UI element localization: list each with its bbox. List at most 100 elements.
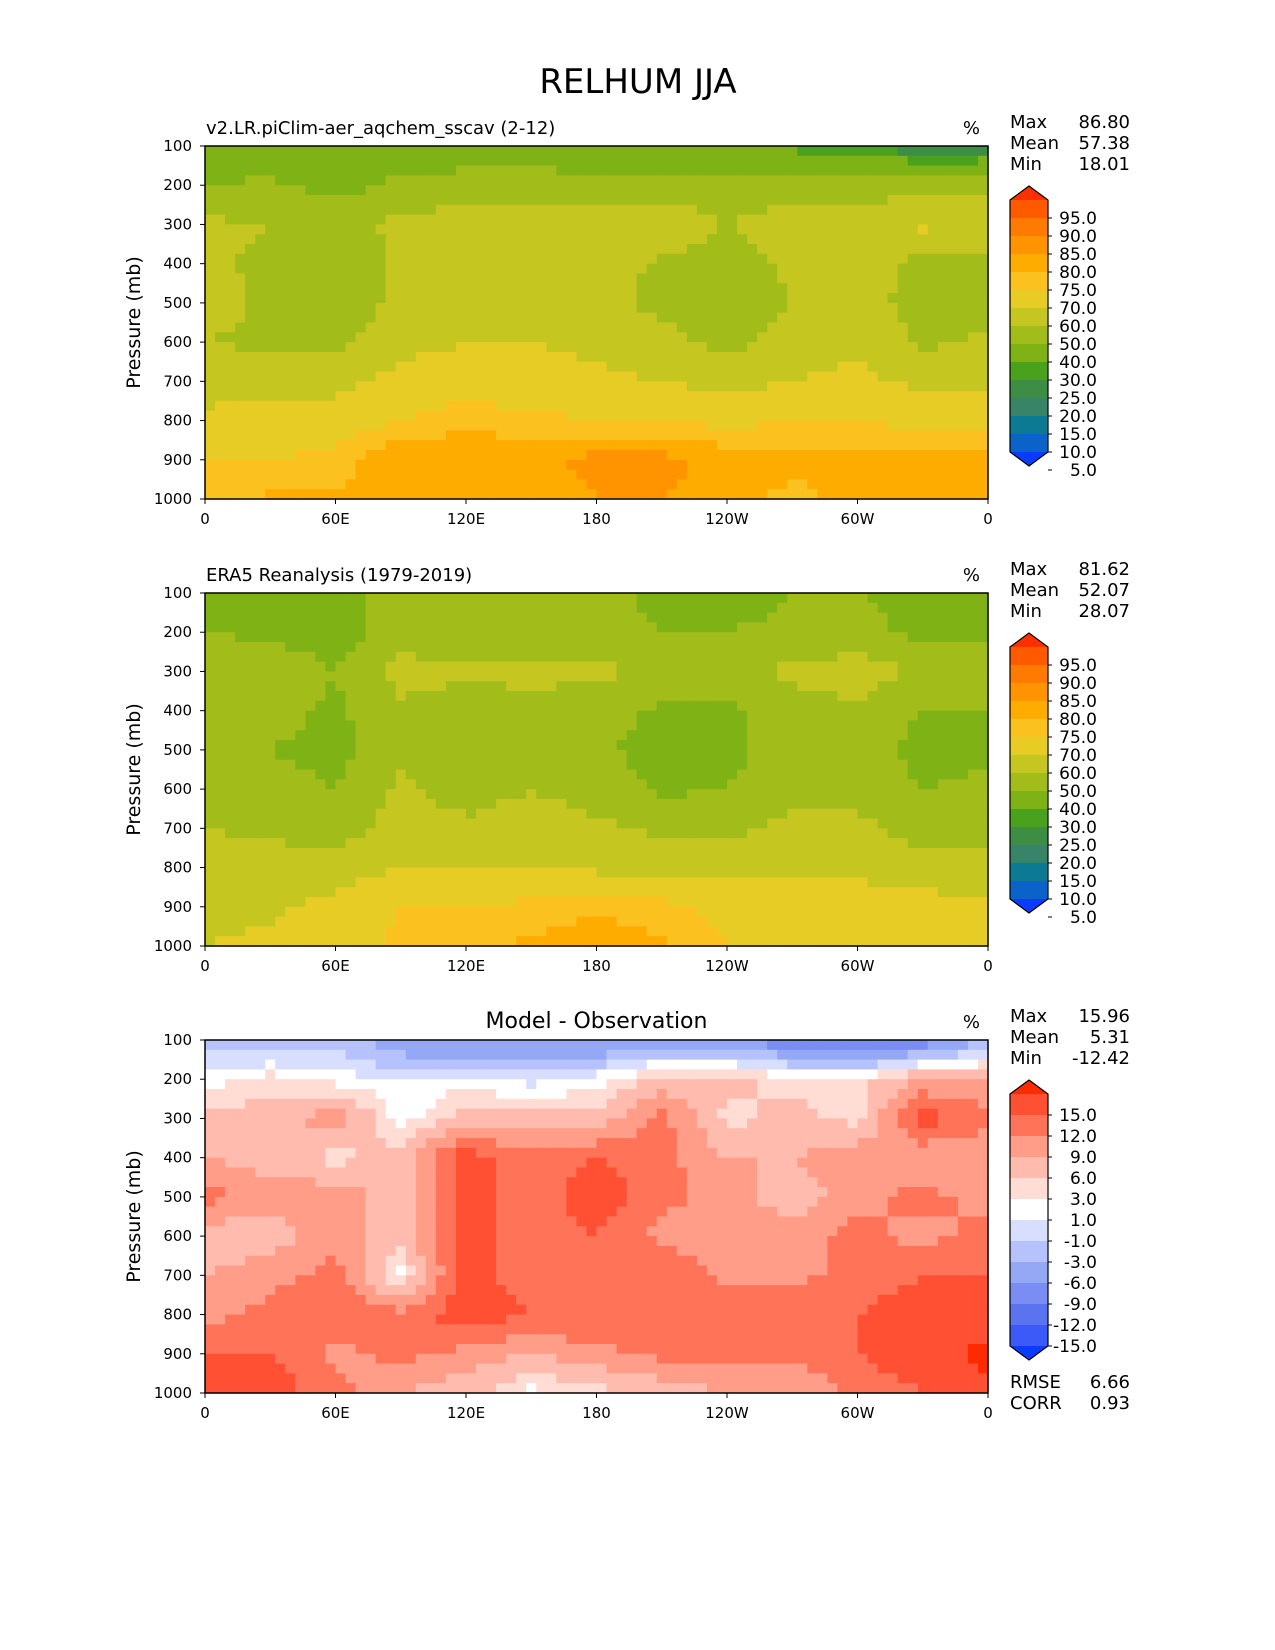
heatmap-cell bbox=[917, 632, 929, 643]
heatmap-cell bbox=[345, 710, 357, 722]
heatmap-cell bbox=[957, 651, 969, 663]
heatmap-cell bbox=[947, 671, 959, 682]
heatmap-cell bbox=[897, 440, 909, 451]
heatmap-cell bbox=[626, 185, 638, 196]
heatmap-cell bbox=[445, 195, 457, 206]
heatmap-cell bbox=[536, 244, 547, 255]
heatmap-cell bbox=[696, 371, 708, 382]
heatmap-cell bbox=[235, 371, 246, 382]
heatmap-cell bbox=[335, 489, 347, 500]
heatmap-cell bbox=[937, 459, 949, 471]
heatmap-cell bbox=[415, 253, 427, 265]
heatmap-cell bbox=[496, 312, 507, 324]
heatmap-cell bbox=[255, 371, 266, 382]
heatmap-cell bbox=[927, 332, 939, 343]
heatmap-cell bbox=[506, 283, 517, 294]
heatmap-cell bbox=[245, 661, 256, 673]
heatmap-cell bbox=[556, 681, 567, 692]
heatmap-cell bbox=[506, 165, 517, 177]
heatmap-cell bbox=[867, 798, 879, 810]
heatmap-cell bbox=[445, 204, 457, 216]
heatmap-cell bbox=[656, 661, 668, 673]
heatmap-cell bbox=[466, 459, 477, 471]
heatmap-cell bbox=[696, 602, 708, 614]
heatmap-cell bbox=[405, 371, 417, 382]
heatmap-cell bbox=[405, 642, 417, 653]
heatmap-cell bbox=[696, 430, 708, 441]
heatmap-cell bbox=[405, 244, 417, 255]
heatmap-cell bbox=[817, 410, 828, 422]
heatmap-cell bbox=[395, 283, 407, 294]
heatmap-cell bbox=[225, 622, 236, 633]
heatmap-cell bbox=[696, 244, 708, 255]
heatmap-cell bbox=[817, 175, 828, 186]
heatmap-cell bbox=[927, 593, 939, 604]
heatmap-cell bbox=[566, 400, 578, 412]
heatmap-cell bbox=[345, 244, 357, 255]
heatmap-cell bbox=[275, 808, 286, 820]
heatmap-cell bbox=[265, 622, 276, 633]
heatmap-cell bbox=[235, 710, 246, 722]
heatmap-cell bbox=[365, 671, 377, 682]
heatmap-cell bbox=[937, 661, 949, 673]
heatmap-cell bbox=[847, 632, 859, 643]
heatmap-cell bbox=[526, 700, 537, 712]
heatmap-cell bbox=[837, 651, 849, 663]
heatmap-cell bbox=[757, 322, 768, 333]
heatmap-cell bbox=[315, 700, 327, 712]
heatmap-cell bbox=[847, 798, 859, 810]
heatmap-cell bbox=[265, 818, 276, 829]
heatmap-cell bbox=[586, 759, 598, 771]
heatmap-cell bbox=[656, 798, 668, 810]
heatmap-cell bbox=[315, 730, 327, 741]
heatmap-cell bbox=[957, 489, 969, 500]
heatmap-cell bbox=[907, 342, 919, 353]
heatmap-cell bbox=[415, 371, 427, 382]
heatmap-cell bbox=[706, 818, 718, 829]
heatmap-cell bbox=[305, 691, 317, 702]
heatmap-cell bbox=[626, 622, 638, 633]
heatmap-cell bbox=[255, 146, 266, 157]
heatmap-cell bbox=[566, 214, 578, 226]
heatmap-cell bbox=[325, 204, 337, 216]
heatmap-cell bbox=[355, 710, 367, 722]
heatmap-cell bbox=[666, 593, 678, 604]
heatmap-cell bbox=[727, 204, 738, 216]
heatmap-cell bbox=[536, 632, 547, 643]
heatmap-cell bbox=[255, 400, 266, 412]
heatmap-cell bbox=[947, 469, 959, 480]
colorbar-label: 80.0 bbox=[1059, 263, 1097, 283]
heatmap-cell bbox=[817, 185, 828, 196]
heatmap-cell bbox=[496, 332, 507, 343]
heatmap-cell bbox=[335, 661, 347, 673]
heatmap-cell bbox=[375, 681, 387, 692]
heatmap-cell bbox=[767, 720, 778, 731]
heatmap-cell bbox=[827, 671, 839, 682]
heatmap-cell bbox=[957, 214, 969, 226]
heatmap-cell bbox=[807, 175, 818, 186]
heatmap-cell bbox=[325, 165, 337, 177]
heatmap-cell bbox=[466, 489, 477, 500]
heatmap-cell bbox=[867, 489, 879, 500]
heatmap-cell bbox=[646, 293, 658, 304]
heatmap-cell bbox=[466, 391, 477, 402]
heatmap-cell bbox=[787, 302, 798, 314]
heatmap-cell bbox=[727, 769, 738, 780]
heatmap-cell bbox=[265, 253, 276, 265]
heatmap-cell bbox=[857, 651, 869, 663]
heatmap-cell bbox=[265, 263, 276, 275]
heatmap-cell bbox=[867, 691, 879, 702]
heatmap-cell bbox=[696, 381, 708, 392]
heatmap-cell bbox=[847, 195, 859, 206]
heatmap-cell bbox=[907, 263, 919, 275]
heatmap-cell bbox=[656, 244, 668, 255]
heatmap-cell bbox=[596, 798, 608, 810]
heatmap-cell bbox=[425, 469, 437, 480]
heatmap-cell bbox=[957, 146, 969, 157]
heatmap-cell bbox=[586, 263, 598, 275]
heatmap-cell bbox=[626, 420, 638, 431]
heatmap-cell bbox=[586, 730, 598, 741]
heatmap-cell bbox=[435, 391, 447, 402]
heatmap-cell bbox=[676, 798, 688, 810]
heatmap-cell bbox=[546, 391, 557, 402]
